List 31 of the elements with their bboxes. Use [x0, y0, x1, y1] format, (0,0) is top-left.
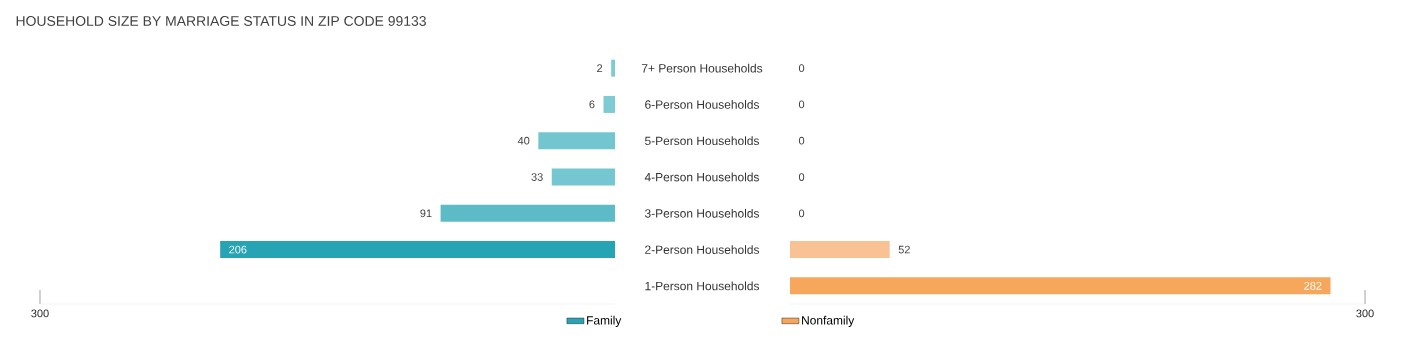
bar	[551, 168, 615, 186]
data-label: 0	[798, 209, 805, 218]
bar	[538, 132, 615, 150]
data-label: 33	[531, 173, 543, 181]
y-tick-label: 7+ Person Households	[641, 63, 763, 73]
data-label: 206	[229, 245, 247, 254]
data-label: 0	[798, 173, 805, 181]
data-label: 282	[1304, 281, 1322, 290]
legend-label: Nonfamily	[802, 315, 855, 327]
x-tick-label: 300	[31, 309, 49, 318]
data-label: 40	[517, 136, 530, 145]
chart-title: HOUSEHOLD SIZE BY MARRIAGE STATUS IN ZIP CODE 99133	[16, 16, 426, 26]
bar	[220, 241, 615, 259]
y-tick-label: 1-Person Households	[645, 281, 760, 291]
data-label: 91	[420, 209, 432, 218]
bar	[603, 95, 615, 113]
bar	[611, 59, 615, 77]
y-tick-label: 6-Person Households	[645, 100, 760, 109]
data-label: 52	[898, 245, 910, 254]
legend-label: Family	[587, 315, 622, 327]
data-label: 6	[589, 100, 595, 109]
data-label: 0	[798, 100, 805, 109]
bar	[440, 204, 615, 222]
y-tick-label: 2-Person Households	[645, 245, 760, 254]
data-label: 2	[597, 64, 603, 72]
y-tick-label: 3-Person Households	[644, 208, 760, 218]
y-tick-label: 5-Person Households	[645, 136, 760, 146]
x-tick-label: 300	[1356, 309, 1374, 318]
data-label: 0	[798, 64, 805, 73]
y-tick-label: 4-Person Households	[644, 172, 760, 182]
data-label: 0	[798, 136, 805, 145]
